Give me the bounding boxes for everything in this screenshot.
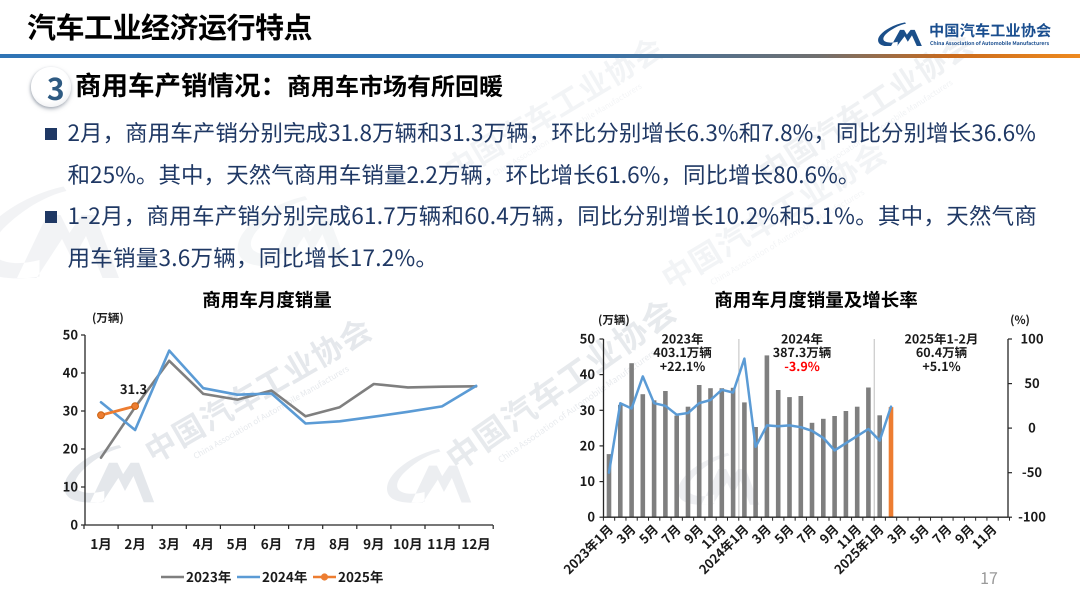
svg-text:30: 30: [580, 400, 596, 419]
svg-text:3月: 3月: [158, 533, 179, 553]
svg-text:+22.1%: +22.1%: [660, 356, 706, 375]
svg-text:50: 50: [1024, 373, 1040, 392]
svg-text:2024年: 2024年: [262, 566, 307, 586]
svg-text:17: 17: [980, 565, 998, 589]
svg-text:10月: 10月: [393, 533, 422, 553]
svg-text:40: 40: [63, 363, 79, 382]
svg-text:2023年: 2023年: [186, 566, 231, 586]
svg-text:0: 0: [70, 515, 78, 534]
svg-text:2025年1-2月: 2025年1-2月: [905, 329, 979, 348]
svg-text:30: 30: [63, 401, 79, 420]
svg-text:403.1万辆: 403.1万辆: [653, 342, 712, 361]
svg-text:(%): (%): [1010, 312, 1030, 328]
svg-text:6月: 6月: [261, 533, 282, 553]
svg-text:7月: 7月: [295, 533, 316, 553]
svg-text:中国汽车工业协会: 中国汽车工业协会: [435, 285, 685, 480]
svg-text:4月: 4月: [193, 533, 214, 553]
svg-text:中国汽车工业协会: 中国汽车工业协会: [135, 305, 379, 472]
svg-text:10: 10: [63, 477, 79, 496]
svg-text:100: 100: [1020, 329, 1043, 348]
svg-text:11月: 11月: [967, 520, 1000, 553]
svg-text:2023年: 2023年: [661, 329, 703, 348]
svg-text:商用车月度销量及增长率: 商用车月度销量及增长率: [714, 287, 918, 313]
svg-text:9月: 9月: [363, 533, 384, 553]
svg-text:20: 20: [580, 435, 596, 454]
svg-text:5月: 5月: [227, 533, 248, 553]
svg-text:11月: 11月: [427, 533, 456, 553]
svg-text:-100: -100: [1018, 507, 1046, 526]
svg-text:8月: 8月: [329, 533, 350, 553]
svg-text:0: 0: [1028, 418, 1036, 437]
svg-text:(万辆): (万辆): [598, 312, 630, 328]
svg-text:2月: 2月: [124, 533, 145, 553]
svg-text:2024年: 2024年: [781, 329, 823, 348]
svg-text:31.3: 31.3: [120, 379, 147, 398]
svg-text:40: 40: [580, 364, 596, 383]
svg-text:50: 50: [580, 329, 596, 348]
svg-text:-50: -50: [1022, 462, 1042, 481]
svg-text:20: 20: [63, 439, 79, 458]
svg-text:1月: 1月: [90, 533, 111, 553]
svg-text:387.3万辆: 387.3万辆: [773, 342, 832, 361]
svg-text:50: 50: [63, 325, 79, 344]
svg-text:10: 10: [580, 471, 596, 490]
svg-text:60.4万辆: 60.4万辆: [916, 342, 968, 361]
svg-text:2025年: 2025年: [338, 566, 383, 586]
svg-text:(万辆): (万辆): [92, 310, 124, 326]
svg-text:12月: 12月: [461, 533, 490, 553]
svg-text:商用车月度销量: 商用车月度销量: [202, 287, 332, 313]
svg-text:-3.9%: -3.9%: [784, 356, 819, 375]
svg-text:2023年1月: 2023年1月: [559, 520, 617, 578]
svg-text:0: 0: [587, 507, 595, 526]
svg-text:+5.1%: +5.1%: [922, 356, 960, 375]
